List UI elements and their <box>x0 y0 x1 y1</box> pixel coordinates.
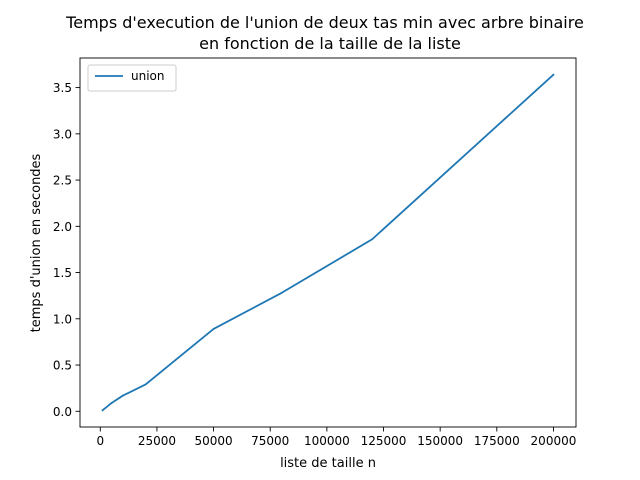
series-point-union <box>212 328 215 330</box>
y-axis-label: temps d'union en secondes <box>29 153 44 332</box>
x-axis-ticks: 0 25000 50000 75000 100000 125000 150000 175000… <box>96 427 576 448</box>
x-tick-label: 25000 <box>138 434 176 448</box>
y-tick-label: 0.0 <box>53 405 72 419</box>
x-tick-label: 100000 <box>304 434 350 448</box>
x-tick-label: 175000 <box>474 434 520 448</box>
plot-area-frame <box>79 57 577 428</box>
series-layer <box>101 73 555 412</box>
y-tick-label: 3.5 <box>53 81 72 95</box>
series-point-union <box>101 409 104 412</box>
x-tick-label: 50000 <box>194 434 232 448</box>
x-axis-label: liste de taille n <box>280 456 376 471</box>
chart-title-line-2: en fonction de la taille de la liste <box>199 34 461 53</box>
series-point-union <box>122 394 124 397</box>
y-tick-label: 2.5 <box>53 174 72 188</box>
y-tick-label: 2.0 <box>53 220 72 234</box>
x-tick-label: 0 <box>96 434 104 448</box>
y-tick-label: 1.5 <box>53 266 72 280</box>
x-tick-label: 200000 <box>531 434 577 448</box>
x-tick-label: 75000 <box>251 434 289 448</box>
y-tick-label: 1.0 <box>53 312 72 326</box>
series-point-union <box>280 292 283 294</box>
series-point-union <box>110 402 113 404</box>
x-tick-label: 150000 <box>417 434 463 448</box>
series-point-union <box>371 238 374 241</box>
legend: union <box>87 64 177 92</box>
y-axis-ticks: 0.0 0.5 1.0 1.5 2.0 2.5 3.0 3.5 <box>53 81 80 419</box>
series-point-union <box>144 383 147 386</box>
x-tick-label: 125000 <box>361 434 407 448</box>
legend-box <box>87 64 177 92</box>
series-point-union <box>552 73 555 76</box>
y-tick-label: 0.5 <box>53 359 72 373</box>
series-line-union <box>101 73 555 412</box>
chart-title-line-1: Temps d'execution de l'union de deux tas… <box>65 13 584 32</box>
legend-label-union: union <box>131 69 165 83</box>
y-tick-label: 3.0 <box>53 127 72 141</box>
